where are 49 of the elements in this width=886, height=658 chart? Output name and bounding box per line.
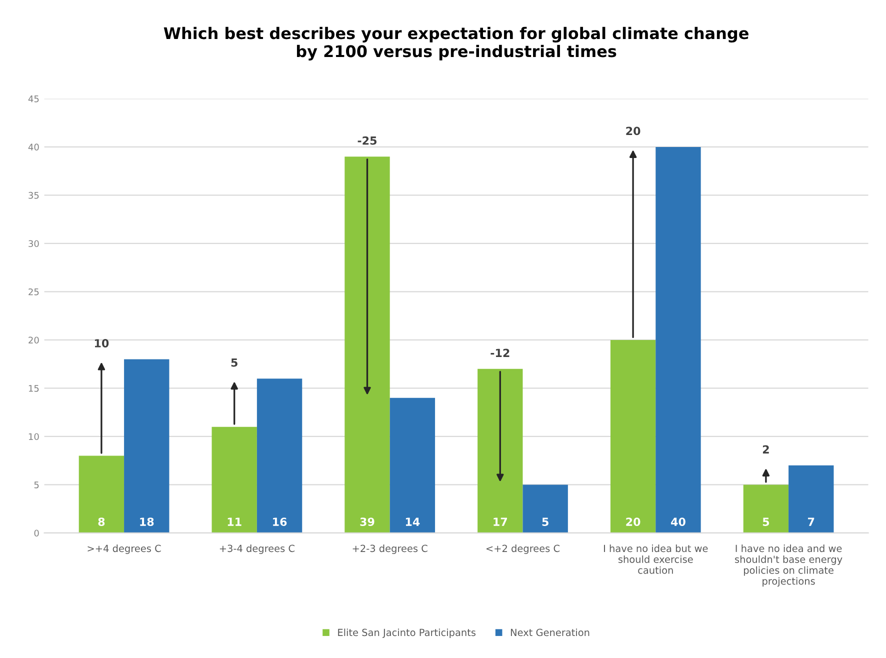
y-tick-label: 40: [28, 144, 39, 151]
x-tick-label: +2-3 degrees C: [352, 544, 428, 554]
bar: [788, 465, 834, 533]
data-label: 18: [140, 518, 154, 526]
annotation: 20: [626, 126, 640, 136]
bar: [610, 340, 656, 533]
data-label: 14: [406, 518, 420, 526]
bar: [522, 484, 568, 533]
x-tick-label: <+2 degrees C: [486, 544, 560, 554]
y-tick-label: 30: [28, 240, 39, 248]
y-tick-label: 10: [28, 433, 39, 440]
data-label: 40: [671, 518, 686, 526]
bar: [124, 359, 170, 533]
bar: [78, 456, 124, 533]
data-label: 7: [808, 518, 814, 526]
x-tick-label: I have no idea and we shouldn't base energy policies on climate projections: [735, 544, 842, 587]
bar: [344, 156, 390, 533]
data-label: 39: [360, 518, 374, 526]
data-label: 17: [494, 518, 507, 526]
y-tick-label: 35: [28, 192, 39, 199]
y-tick-label: 0: [34, 530, 39, 537]
legend-label: Elite San Jacinto Participants: [338, 628, 476, 638]
bar: [256, 378, 302, 533]
chart-title: Which best describes your expectation for global climate change by 2100 versus pre-industrial times: [164, 26, 748, 60]
x-tick-label: >+4 degrees C: [88, 544, 161, 554]
bar: [478, 368, 523, 533]
data-label: 5: [762, 518, 770, 526]
annotation: 10: [94, 339, 109, 348]
y-tick-label: 45: [28, 96, 39, 102]
data-label: 8: [98, 518, 105, 526]
x-tick-label: I have no idea but we should exercise caution: [604, 544, 708, 574]
annotation: 2: [762, 445, 769, 454]
bar: [390, 398, 436, 533]
data-label: 20: [626, 518, 640, 526]
y-tick-label: 20: [28, 336, 39, 344]
data-label: 11: [228, 518, 242, 526]
bar: [656, 146, 701, 533]
y-tick-label: 25: [28, 288, 39, 296]
y-tick-label: 15: [28, 385, 39, 392]
bar: [212, 426, 257, 533]
data-label: 16: [273, 518, 287, 526]
y-tick-label: 5: [34, 482, 39, 488]
data-label: 5: [542, 518, 548, 526]
x-tick-label: +3-4 degrees C: [220, 544, 294, 554]
annotation: -25: [358, 136, 377, 145]
legend-label: Next Generation: [510, 628, 590, 636]
annotation: -12: [490, 348, 510, 357]
annotation: 5: [231, 358, 238, 367]
bar: [743, 484, 789, 533]
